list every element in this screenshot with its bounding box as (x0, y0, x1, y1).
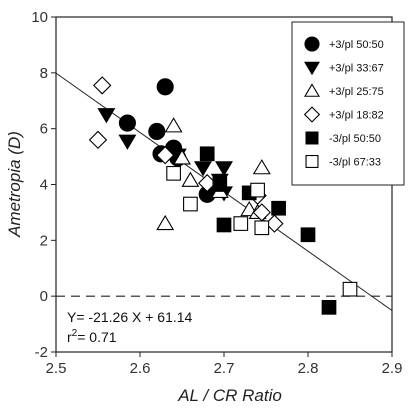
y-tick-label: 4 (40, 177, 48, 194)
data-point (254, 220, 270, 236)
y-axis-title: Ametropia (D) (5, 131, 24, 238)
legend-label: +3/pl 33:67 (329, 63, 384, 75)
r-squared-prefix: r (67, 329, 72, 345)
data-point (88, 130, 108, 150)
data-point (97, 108, 116, 124)
data-point (156, 214, 175, 231)
r-squared-label: r2= 0.71 (67, 328, 117, 345)
data-point (148, 122, 166, 141)
legend-marker (305, 131, 319, 145)
data-point (199, 146, 215, 162)
legend-marker (304, 83, 320, 97)
y-tick-label: 0 (40, 288, 48, 305)
data-point (166, 165, 181, 181)
series-6 (166, 165, 358, 297)
legend-label: +3/pl 25:75 (329, 86, 384, 98)
axes: 2.5 2.6 2.7 2.8 2.9 -2 0 2 4 6 8 10 (31, 9, 402, 377)
data-point (173, 149, 191, 165)
data-point (212, 177, 228, 192)
data-point (118, 114, 136, 132)
legend-marker (304, 36, 320, 52)
data-point (164, 117, 183, 133)
data-point (156, 146, 175, 165)
data-point (342, 281, 358, 297)
data-point (183, 196, 198, 212)
data-point (252, 159, 271, 175)
data-point (233, 216, 249, 231)
data-point (118, 134, 137, 150)
data-point (216, 217, 232, 233)
x-tick-label: 2.6 (130, 360, 151, 377)
data-point (181, 171, 200, 187)
data-point (271, 200, 286, 216)
legend-marker (303, 106, 321, 123)
r-squared-superscript: 2 (72, 328, 78, 339)
legend-marker (304, 61, 320, 76)
data-point (93, 76, 112, 95)
data-point (215, 161, 233, 177)
x-tick-label: 2.7 (214, 360, 235, 377)
data-point (194, 161, 212, 177)
data-point (250, 182, 265, 198)
r-squared-value: = 0.71 (77, 329, 117, 345)
x-tick-label: 2.8 (298, 360, 319, 377)
x-tick-label: 2.5 (46, 360, 67, 377)
y-tick-label: 8 (40, 65, 48, 82)
y-tick-label: 10 (31, 9, 48, 26)
y-tick-label: 2 (40, 232, 48, 249)
data-point (321, 299, 337, 315)
legend: +3/pl 50:50 +3/pl 33:67 +3/pl 25:75 +3/pl 1… (291, 21, 405, 186)
data-point (300, 227, 316, 243)
data-point (156, 78, 174, 96)
legend-label: -3/pl 67:33 (329, 157, 381, 169)
y-tick-label: -2 (35, 344, 48, 361)
y-tick-label: 6 (40, 121, 48, 138)
x-axis-title: AL / CR Ratio (177, 386, 282, 405)
regression-equation: Y= -21.26 X + 61.14 (67, 309, 193, 325)
data-points (88, 76, 358, 315)
x-tick-label: 2.9 (382, 360, 403, 377)
legend-label: +3/pl 50:50 (329, 39, 384, 51)
legend-label: +3/pl 18:82 (329, 110, 384, 122)
legend-label: -3/pl 50:50 (329, 133, 381, 145)
legend-marker (305, 155, 319, 169)
